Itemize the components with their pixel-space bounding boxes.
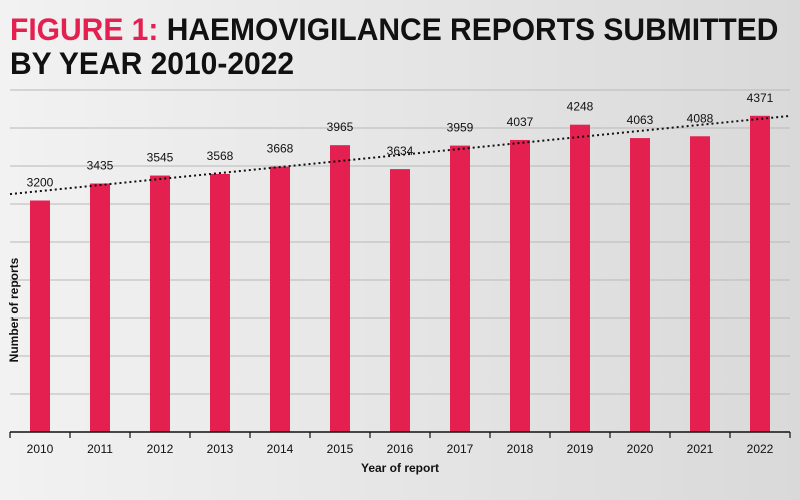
title-prefix: FIGURE 1:: [10, 12, 159, 48]
bar-2019: [570, 124, 590, 432]
bars: [30, 115, 770, 433]
x-tick-label-2015: 2015: [327, 442, 354, 456]
data-label-2018: 4037: [507, 115, 534, 129]
data-label-2013: 3568: [207, 149, 234, 163]
x-tick-label-2013: 2013: [207, 442, 234, 456]
data-label-2022: 4371: [747, 91, 774, 105]
bar-2014: [270, 166, 290, 432]
data-label-2019: 4248: [567, 100, 594, 114]
data-label-2010: 3200: [27, 176, 54, 190]
x-tick-label-2011: 2011: [87, 442, 113, 456]
x-tick-label-2016: 2016: [387, 442, 414, 456]
x-tick-label-2020: 2020: [627, 442, 654, 456]
x-tick-label-2010: 2010: [27, 442, 54, 456]
data-label-2017: 3959: [447, 121, 474, 135]
y-axis-label: Number of reports: [7, 257, 21, 362]
bar-2015: [330, 145, 350, 432]
x-tick-label-2017: 2017: [447, 442, 474, 456]
data-label-2021: 4088: [687, 111, 714, 125]
title-line1: HAEMOVIGILANCE REPORTS SUBMITTED: [158, 12, 779, 48]
data-label-2011: 3435: [87, 159, 114, 173]
bar-2012: [150, 175, 170, 432]
x-axis: 2010 2011 2012 2013 2014 2015 2016 2017 2018 2019…: [9, 431, 791, 456]
data-label-2015: 3965: [327, 120, 354, 134]
chart-title: FIGURE 1: HAEMOVIGILANCE REPORTS SUBMITT…: [10, 12, 790, 82]
data-labels: 3200 3435 3545 3568 3668 3965 3634 3959 4037 4248…: [27, 91, 774, 190]
data-label-2014: 3668: [267, 142, 294, 156]
x-tick-label-2021: 2021: [687, 442, 714, 456]
bar-2010: [30, 200, 50, 432]
x-tick-label-2019: 2019: [567, 442, 594, 456]
data-label-2012: 3545: [147, 151, 174, 165]
bar-2021: [690, 136, 710, 432]
x-tick-label-2014: 2014: [267, 442, 294, 456]
bar-2016: [390, 169, 410, 432]
x-tick-label-2012: 2012: [147, 442, 174, 456]
bar-2018: [510, 139, 530, 432]
bar-2017: [450, 145, 470, 432]
trendline: [9, 114, 791, 196]
title-line2: BY YEAR 2010-2022: [10, 46, 295, 82]
data-label-2016: 3634: [387, 144, 414, 158]
bar-2020: [630, 138, 650, 432]
x-tick-label-2022: 2022: [747, 442, 774, 456]
x-tick-label-2018: 2018: [507, 442, 534, 456]
data-label-2020: 4063: [627, 113, 654, 127]
bar-2013: [210, 173, 230, 433]
bar-2011: [90, 183, 110, 432]
bar-2022: [750, 115, 770, 433]
x-axis-label: Year of report: [361, 461, 439, 475]
